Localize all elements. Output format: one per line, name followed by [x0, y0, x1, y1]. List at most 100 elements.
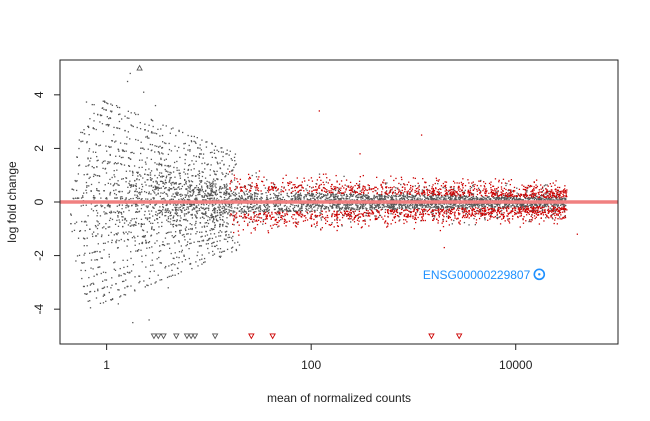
sig-point [445, 192, 447, 195]
point [511, 197, 514, 200]
sig-point [259, 217, 261, 219]
point [143, 190, 146, 193]
sig-point [547, 210, 550, 213]
point [174, 231, 177, 233]
point [334, 195, 337, 197]
point [450, 203, 452, 206]
point [495, 203, 497, 206]
point [235, 193, 238, 196]
point [254, 193, 256, 195]
sig-point [349, 181, 352, 184]
sig-point [384, 211, 387, 214]
point [362, 197, 364, 199]
point [256, 195, 258, 198]
sig-point [229, 215, 231, 217]
sig-point [236, 187, 238, 189]
sig-point [360, 213, 362, 215]
point [225, 190, 227, 192]
sig-point [315, 191, 318, 194]
sig-point [267, 191, 270, 193]
sig-point [277, 188, 279, 190]
point [408, 207, 410, 209]
point [474, 224, 476, 226]
point [477, 203, 479, 206]
point [153, 197, 155, 199]
sig-point [414, 216, 416, 218]
point [90, 208, 93, 210]
sig-point [290, 191, 293, 194]
point [373, 194, 375, 197]
point [226, 217, 228, 219]
point [179, 175, 181, 177]
point [416, 199, 418, 201]
sig-point [313, 223, 315, 225]
point [309, 199, 311, 201]
sig-point [564, 188, 566, 190]
point [310, 197, 312, 200]
point [300, 209, 302, 212]
point [540, 199, 543, 201]
point [168, 210, 170, 212]
sig-point [249, 189, 251, 191]
point [134, 179, 136, 182]
sig-point [427, 209, 429, 212]
point [196, 188, 198, 191]
point [222, 173, 224, 175]
sig-point [451, 191, 453, 193]
point [378, 195, 380, 198]
sig-point [493, 207, 495, 210]
sig-point [391, 187, 394, 189]
sig-point [419, 211, 421, 213]
sig-point [522, 195, 525, 197]
point [300, 207, 302, 209]
sig-point [330, 190, 332, 192]
sig-point [424, 213, 427, 215]
point [171, 195, 173, 197]
point [234, 192, 237, 194]
sig-point [487, 209, 490, 211]
point [411, 196, 413, 198]
sig-point [518, 207, 520, 209]
sig-point [230, 181, 232, 183]
point [187, 211, 189, 213]
point [290, 198, 292, 200]
sig-point [336, 215, 338, 217]
point [113, 192, 116, 195]
sig-point [558, 194, 560, 196]
sig-point [464, 215, 466, 217]
point [152, 197, 154, 199]
point [299, 194, 301, 197]
point [396, 199, 398, 201]
point [348, 206, 350, 209]
point [115, 197, 117, 199]
point [124, 199, 126, 201]
sig-point [546, 190, 548, 192]
sig-point [297, 186, 299, 188]
point [428, 205, 430, 207]
point [232, 198, 234, 201]
sig-point [481, 207, 484, 210]
sig-point [234, 189, 236, 191]
sig-point [545, 197, 547, 199]
point [202, 191, 205, 193]
point [496, 194, 498, 196]
sig-point [394, 189, 396, 192]
sig-point [546, 189, 548, 191]
point [135, 203, 137, 205]
point [204, 182, 206, 184]
sig-point [454, 190, 456, 192]
point [175, 212, 177, 214]
sig-point [380, 186, 383, 188]
point [114, 176, 116, 178]
point [307, 212, 309, 215]
point [277, 198, 279, 200]
sig-point [510, 190, 512, 193]
sig-point [408, 181, 410, 183]
point [498, 198, 500, 200]
sig-point [427, 213, 429, 215]
point [315, 182, 317, 185]
point [356, 196, 358, 199]
sig-point [440, 211, 442, 213]
sig-point [351, 188, 354, 190]
point [337, 210, 339, 212]
